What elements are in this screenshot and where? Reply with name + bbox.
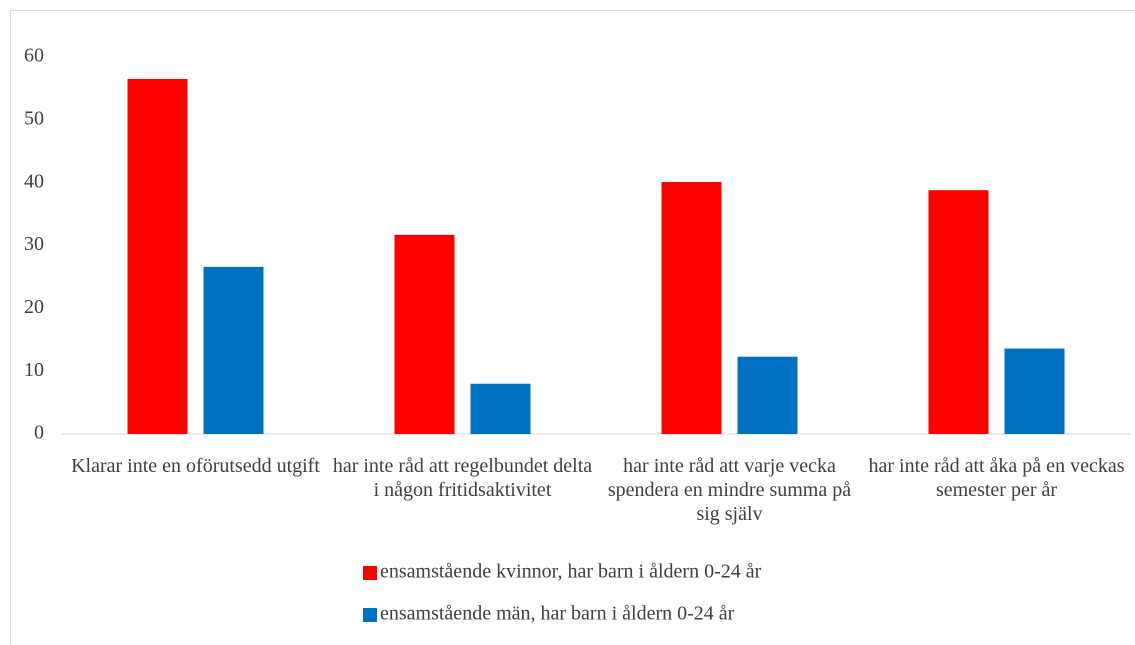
y-tick-label: 50: [24, 107, 44, 129]
legend-label: ensamstående kvinnor, har barn i åldern …: [380, 561, 762, 583]
y-tick-label: 10: [24, 359, 44, 381]
y-tick-label: 30: [24, 233, 44, 255]
bar: [928, 190, 989, 434]
x-tick-label: har inte råd att åka på en veckas semest…: [868, 455, 1125, 501]
bar: [737, 356, 798, 434]
bar: [127, 78, 188, 434]
bar: [203, 266, 264, 434]
bar: [394, 234, 455, 434]
legend-swatch: [363, 608, 377, 622]
y-tick-label: 20: [24, 296, 44, 318]
bar: [1004, 348, 1065, 434]
y-tick-label: 40: [24, 170, 44, 192]
x-tick-label: har inte råd att regelbundet delta i någ…: [332, 455, 593, 501]
legend-swatch: [363, 566, 377, 580]
x-tick-label: har inte råd att varje vecka spendera en…: [607, 455, 852, 525]
bar: [470, 383, 531, 434]
x-tick-label: Klarar inte en oförutsedd utgift: [71, 455, 320, 477]
y-tick-label: 0: [34, 422, 44, 444]
y-tick-label: 60: [24, 45, 44, 67]
bar: [661, 182, 722, 434]
chart-border: [10, 10, 1135, 645]
legend-label: ensamstående män, har barn i åldern 0-24…: [380, 603, 735, 625]
